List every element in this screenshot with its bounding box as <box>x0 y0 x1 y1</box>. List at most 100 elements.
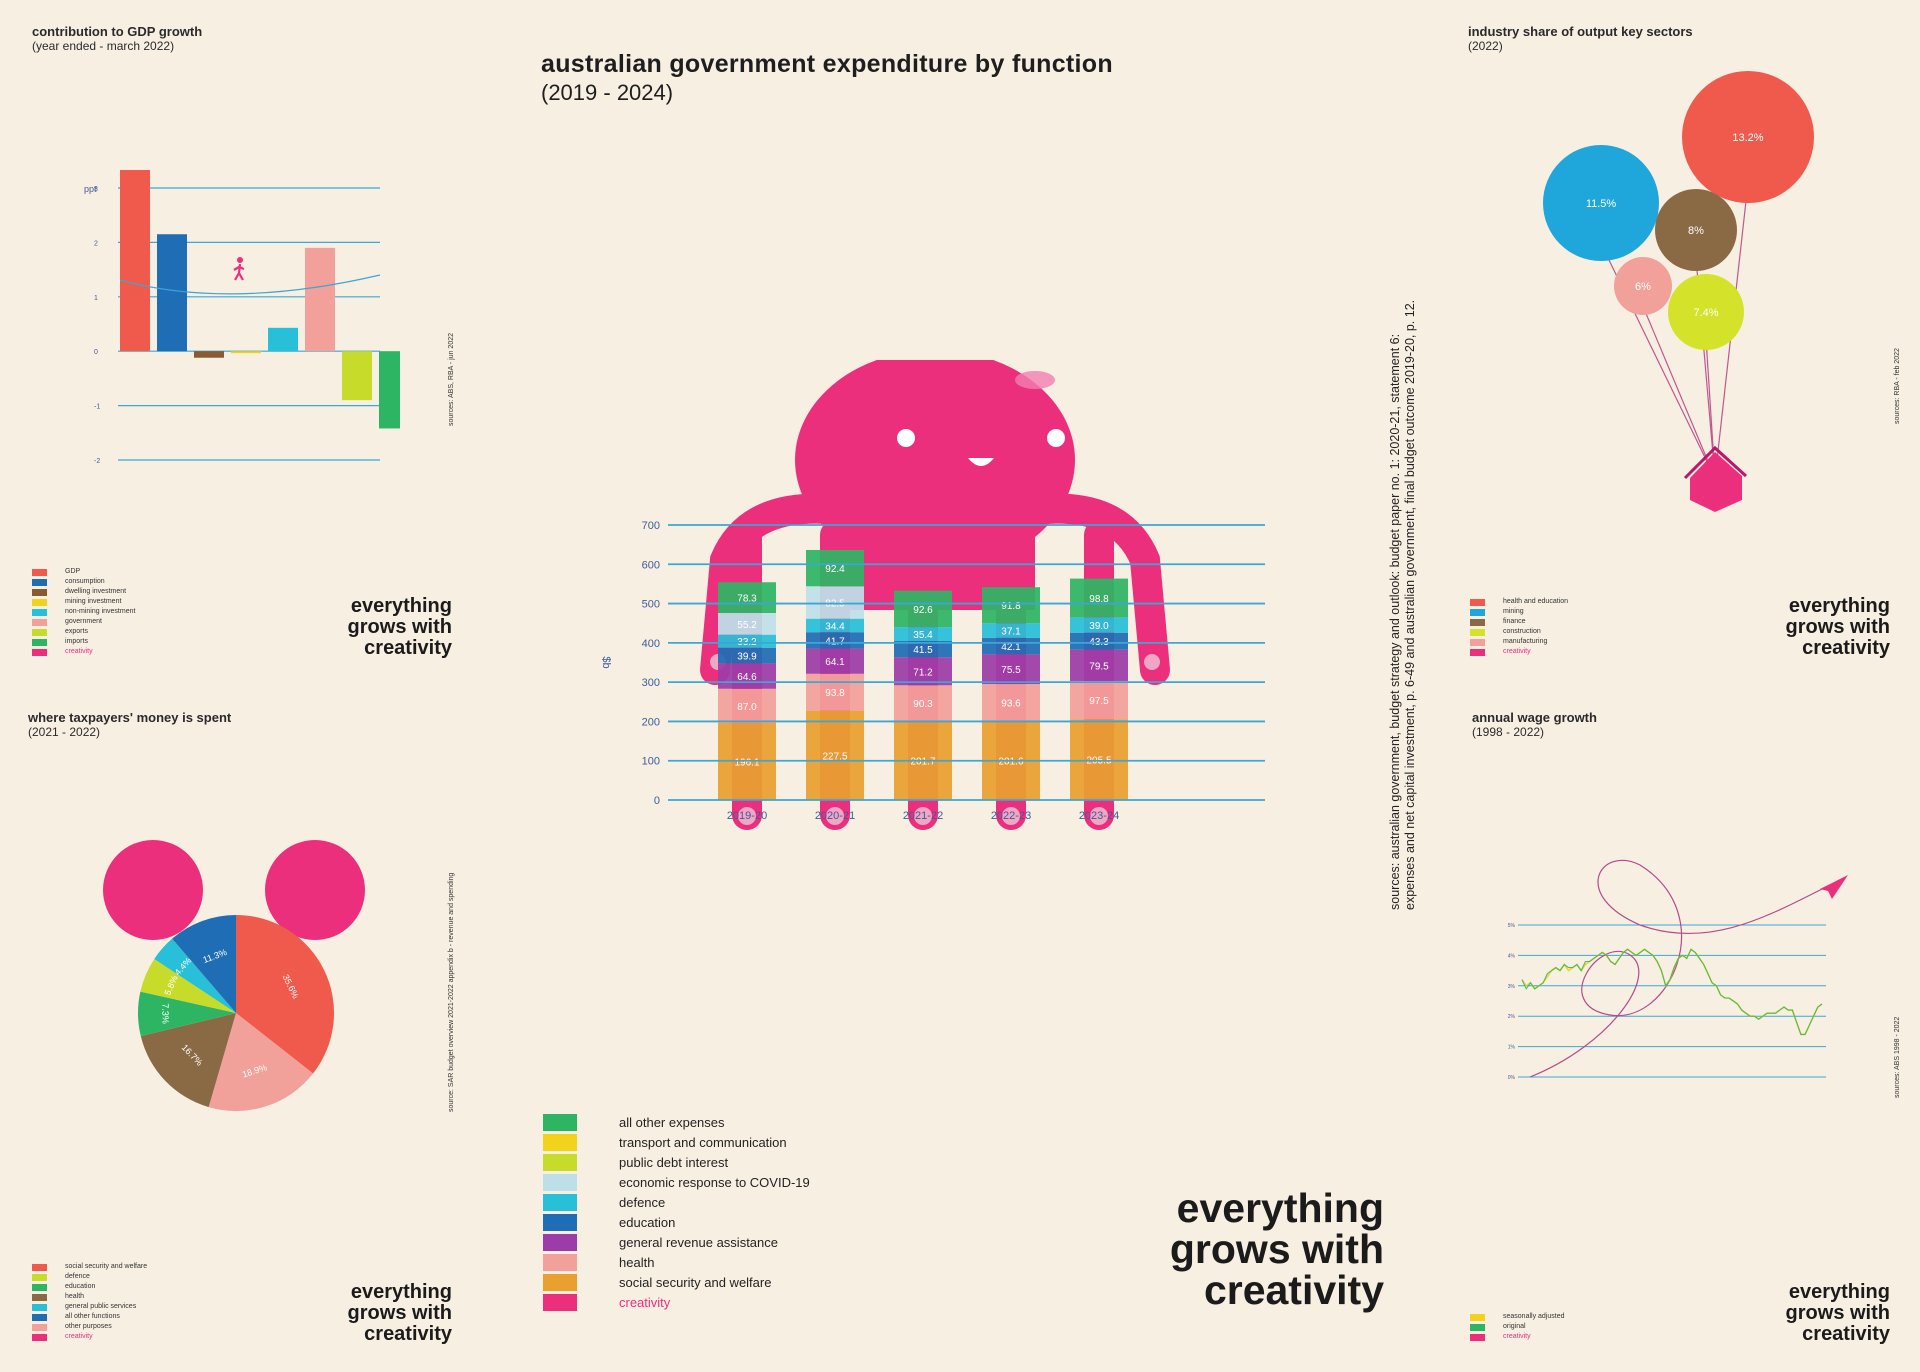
main-segment-education <box>1070 632 1128 650</box>
legend-swatch <box>32 1313 47 1321</box>
legend-item: GDP <box>32 567 135 577</box>
slogan-line-2: grows with <box>347 616 452 638</box>
gdp-bar-non-mining-investment <box>268 327 298 352</box>
legend-label-dwelling-investment: dwelling investment <box>65 588 127 595</box>
industry-slogan: everything grows with creativity <box>1690 596 1890 659</box>
gdp-y-tick: 0 <box>94 349 98 356</box>
legend-item: mining <box>1470 607 1568 617</box>
wage-slogan: everything grows with creativity <box>1690 1282 1890 1345</box>
slogan-line-1: everything <box>1788 1281 1890 1303</box>
legend-label-transport-and-communication: transport and communication <box>619 1134 787 1150</box>
main-segment-value-health: 93.6 <box>1001 698 1021 709</box>
legend-item: social security and welfare <box>543 1272 810 1292</box>
main-segment-value-economic-response-to-covid-19: 55.2 <box>737 620 757 631</box>
main-segment-all-other-expenses <box>1070 578 1128 618</box>
legend-swatch <box>32 1293 47 1301</box>
legend-label-health-and-education: health and education <box>1503 598 1568 605</box>
legend-item: manufacturing <box>1470 637 1568 647</box>
main-y-tick: 400 <box>642 638 660 650</box>
gdp-bar-government <box>305 247 335 352</box>
slogan-line-2: grows with <box>1169 1226 1384 1272</box>
gdp-y-label: ppt <box>84 184 97 194</box>
legend-label-creativity: creativity <box>1503 648 1531 655</box>
legend-item: health <box>32 1292 147 1302</box>
slogan-line-1: everything <box>1788 595 1890 617</box>
slogan-line-3: creativity <box>1802 1323 1890 1345</box>
legend-swatch <box>1470 608 1485 616</box>
expenditure-legend: all other expenses transport and communic… <box>543 1112 810 1312</box>
legend-label-construction: construction <box>1503 628 1541 635</box>
legend-label-original: original <box>1503 1323 1526 1330</box>
legend-swatch <box>32 588 47 596</box>
octopus-tentacle-sucker <box>1002 807 1020 825</box>
legend-swatch <box>32 618 47 626</box>
legend-item: economic response to COVID-19 <box>543 1172 810 1192</box>
main-y-tick: 300 <box>642 677 660 689</box>
industry-legend: health and education mining finance constru… <box>1470 597 1568 657</box>
main-subtitle: (2019 - 2024) <box>541 80 674 105</box>
legend-item: all other expenses <box>543 1112 810 1132</box>
balloon-construction <box>1668 274 1744 350</box>
legend-swatch <box>543 1213 577 1231</box>
legend-swatch <box>1470 598 1485 606</box>
main-segment-value-all-other-expenses: 78.3 <box>737 594 757 605</box>
octopus-tentacle-sucker <box>738 807 756 825</box>
legend-label-public-debt-interest: public debt interest <box>619 1154 729 1170</box>
main-segment-general-revenue-assistance <box>894 657 952 686</box>
main-segment-all-other-expenses <box>894 590 952 628</box>
wage-title: annual wage growth <box>1472 710 1597 725</box>
legend-swatch <box>32 1333 47 1341</box>
legend-item: creativity <box>1470 1332 1565 1342</box>
main-segment-value-health: 93.8 <box>825 688 845 699</box>
main-segment-health <box>1070 680 1128 720</box>
octopus-tentacle-sucker <box>1090 807 1108 825</box>
main-source-line-1: sources: australian government, budget s… <box>1388 333 1402 910</box>
main-segment-value-all-other-expenses: 98.8 <box>1089 594 1109 605</box>
pie-slice-social-security-and-welfare <box>236 915 334 1074</box>
legend-swatch <box>32 1263 47 1271</box>
balloon-string <box>1642 306 1716 479</box>
walker-head <box>237 257 243 263</box>
octopus-right-sucker <box>1144 654 1160 670</box>
main-y-tick: 700 <box>642 520 660 532</box>
pie-slice-health <box>140 1013 236 1108</box>
legend-swatch <box>32 608 47 616</box>
main-y-label: $b <box>600 656 612 668</box>
octopus-tentacle-sucker <box>826 807 844 825</box>
taxpayer-pie-chart: 35.6%18.9%16.7%7.3%5.8%4.4% 11.3% <box>103 840 365 1111</box>
main-x-tick: 2019-20 <box>727 810 767 822</box>
main-segment-value-health: 87.0 <box>737 702 757 713</box>
main-segment-general-revenue-assistance <box>1070 649 1128 681</box>
gdp-y-tick: 3 <box>94 186 98 193</box>
main-segment-health <box>718 688 776 723</box>
main-segment-economic-response-to-covid-19 <box>806 586 864 619</box>
octopus-right-arm <box>1020 493 1170 685</box>
gdp-y-tick: 1 <box>94 295 98 302</box>
main-segment-value-defence: 34.4 <box>825 621 845 632</box>
main-segment-value-social-security-and-welfare: 201.6 <box>998 756 1023 767</box>
gdp-bar-dwelling-investment <box>194 351 224 358</box>
slogan-line-3: creativity <box>364 1323 452 1345</box>
wage-y-tick: 0% <box>1508 1075 1516 1081</box>
legend-label-creativity: creativity <box>65 648 93 655</box>
expenditure-chart: $b196.187.064.639.933.255.278.32019-2022… <box>600 360 1265 830</box>
legend-swatch <box>1470 648 1485 656</box>
main-segment-defence <box>806 618 864 633</box>
main-segment-value-defence: 39.0 <box>1089 621 1109 632</box>
legend-item: other purposes <box>32 1322 147 1332</box>
legend-label-mining-investment: mining investment <box>65 598 122 605</box>
house-icon <box>1683 445 1748 512</box>
main-segment-education <box>894 641 952 658</box>
legend-item: all other functions <box>32 1312 147 1322</box>
wage-source: sources: ABS 1998 - 2022 <box>1894 1016 1901 1098</box>
legend-item: creativity <box>1470 647 1568 657</box>
house-roof <box>1683 445 1748 480</box>
legend-label-imports: imports <box>65 638 88 645</box>
legend-item: seasonally adjusted <box>1470 1312 1565 1322</box>
main-segment-value-general-revenue-assistance: 79.5 <box>1089 661 1109 672</box>
main-segment-social-security-and-welfare <box>806 710 864 800</box>
legend-item: education <box>32 1282 147 1292</box>
legend-item: defence <box>543 1192 810 1212</box>
main-segment-value-health: 90.3 <box>913 699 933 710</box>
legend-item: general public services <box>32 1302 147 1312</box>
